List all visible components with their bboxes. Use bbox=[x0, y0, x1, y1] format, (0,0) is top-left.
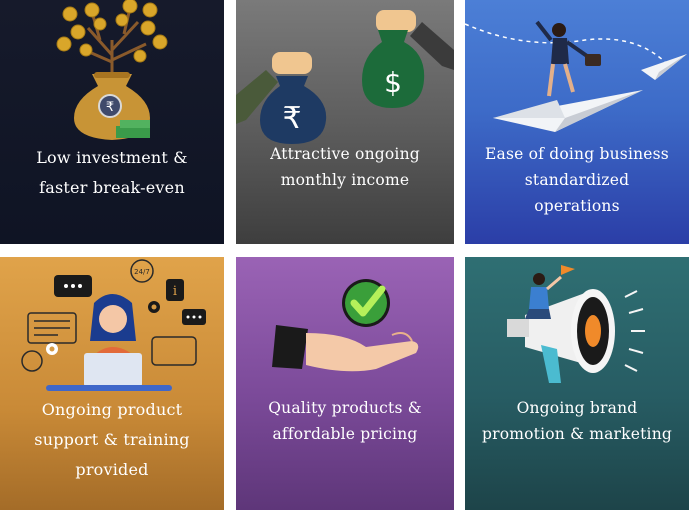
benefit-line: monthly income bbox=[280, 171, 410, 189]
benefit-card-brand-promotion: Ongoing brand promotion & marketing bbox=[465, 257, 689, 510]
benefit-card-quality-products: Quality products & affordable pricing bbox=[236, 257, 454, 510]
benefit-line: Ongoing brand bbox=[516, 399, 638, 417]
svg-text:i: i bbox=[173, 284, 177, 299]
megaphone-marketing-icon bbox=[507, 265, 645, 383]
benefit-line: support & training bbox=[34, 430, 190, 449]
benefit-line: standardized bbox=[524, 171, 630, 189]
benefit-card-product-support: 24/7 i Ongoing product support & trainin… bbox=[0, 257, 224, 510]
benefit-text: Attractive ongoing monthly income bbox=[236, 141, 454, 193]
svg-text:24/7: 24/7 bbox=[134, 268, 150, 276]
benefit-line: Ease of doing business bbox=[485, 145, 669, 163]
benefit-text: Low investment & faster break-even bbox=[0, 143, 224, 203]
benefit-text: Ongoing product support & training provi… bbox=[0, 395, 224, 485]
benefit-text: Ongoing brand promotion & marketing bbox=[465, 395, 689, 447]
benefit-text: Quality products & affordable pricing bbox=[236, 395, 454, 447]
benefit-line: Attractive ongoing bbox=[270, 145, 420, 163]
benefit-text: Ease of doing business standardized oper… bbox=[465, 141, 689, 219]
benefit-line: Quality products & bbox=[268, 399, 422, 417]
hand-checkmark-icon bbox=[272, 279, 419, 372]
money-tree-bag-icon: ₹ bbox=[56, 0, 168, 140]
svg-text:$: $ bbox=[384, 66, 402, 99]
benefit-line: Ongoing product bbox=[41, 400, 183, 419]
money-bags-exchange-icon: ₹ $ bbox=[236, 10, 454, 144]
benefit-card-low-investment: ₹ Low investment & faster break-even bbox=[0, 0, 224, 244]
benefit-card-monthly-income: ₹ $ Attractive ongoing monthly income bbox=[236, 0, 454, 244]
benefit-line: faster break-even bbox=[39, 178, 185, 197]
customer-support-agent-icon: 24/7 i bbox=[21, 259, 206, 391]
benefit-line: promotion & marketing bbox=[481, 425, 673, 443]
benefit-line: provided bbox=[75, 460, 149, 479]
benefit-line: Low investment & bbox=[36, 148, 188, 167]
benefit-line: affordable pricing bbox=[272, 425, 418, 443]
benefit-line: operations bbox=[534, 197, 620, 215]
svg-text:₹: ₹ bbox=[282, 101, 301, 136]
benefit-card-ease-of-business: Ease of doing business standardized oper… bbox=[465, 0, 689, 244]
svg-text:₹: ₹ bbox=[106, 100, 114, 115]
paper-plane-businesswoman-icon bbox=[465, 20, 687, 132]
